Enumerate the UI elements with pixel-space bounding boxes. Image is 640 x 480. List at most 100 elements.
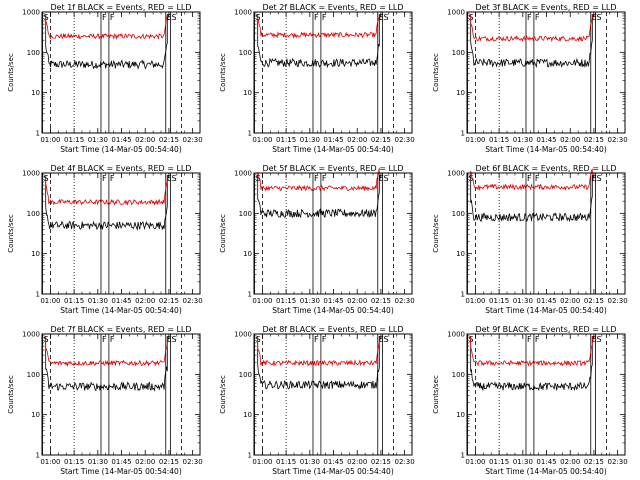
- marker-label: S: [172, 174, 177, 183]
- marker-label: F: [527, 174, 532, 183]
- lld-series-line: [45, 336, 168, 367]
- marker-label: F: [322, 335, 327, 344]
- x-tick-label: 01:30: [300, 297, 320, 305]
- x-tick-label: 02:15: [159, 297, 179, 305]
- events-series-line: [45, 336, 168, 392]
- detector-panel-6: Det 6f BLACK = Events, RED = LLD Counts/s…: [432, 164, 628, 315]
- marker-label: F: [527, 13, 532, 22]
- plot-frame: [41, 172, 201, 295]
- y-axis-label: Counts/sec: [219, 214, 227, 253]
- y-tick-label: 1000: [447, 170, 465, 178]
- marker-label: S: [172, 335, 177, 344]
- y-tick-label: 1000: [447, 331, 465, 339]
- y-tick-label: 100: [239, 49, 252, 57]
- y-tick-label: 10: [243, 89, 252, 97]
- x-tick-label: 02:30: [183, 136, 203, 144]
- x-tick-label: 01:30: [300, 458, 320, 466]
- detector-panel-9: Det 9f BLACK = Events, RED = LLD Counts/s…: [432, 325, 628, 476]
- x-tick-label: 01:00: [40, 297, 60, 305]
- x-tick-label: 01:45: [111, 136, 131, 144]
- y-axis-label: Counts/sec: [432, 214, 440, 253]
- y-axis-label: Counts/sec: [7, 53, 15, 92]
- detector-panel-5: Det 5f BLACK = Events, RED = LLD Counts/s…: [219, 164, 415, 315]
- x-tick-label: 02:30: [395, 136, 415, 144]
- y-tick-label: 1000: [22, 9, 40, 17]
- x-axis-label: Start Time (14-Mar-05 00:54:40): [60, 467, 182, 476]
- marker-label: F: [314, 13, 319, 22]
- panel-title: Det 3f BLACK = Events, RED = LLD: [475, 3, 616, 12]
- x-tick-label: 02:30: [183, 297, 203, 305]
- x-tick-label: 01:45: [536, 458, 556, 466]
- x-tick-label: 02:30: [395, 297, 415, 305]
- y-tick-label: 1: [248, 130, 252, 138]
- marker-label: F: [110, 13, 115, 22]
- marker-label: S: [384, 335, 389, 344]
- detector-panel-8: Det 8f BLACK = Events, RED = LLD Counts/s…: [219, 325, 415, 476]
- lld-series-line: [257, 14, 380, 39]
- x-tick-label: 01:45: [323, 297, 343, 305]
- panel-title: Det 2f BLACK = Events, RED = LLD: [262, 3, 403, 12]
- x-tick-label: 02:00: [135, 297, 155, 305]
- x-tick-label: 01:00: [252, 136, 272, 144]
- lld-series-line: [257, 336, 380, 367]
- x-tick-label: 01:30: [88, 458, 108, 466]
- y-tick-label: 10: [31, 411, 40, 419]
- x-tick-label: 02:00: [560, 297, 580, 305]
- marker-label: S: [172, 13, 177, 22]
- detector-panel-3: Det 3f BLACK = Events, RED = LLD Counts/s…: [432, 3, 628, 154]
- y-axis-label: Counts/sec: [219, 53, 227, 92]
- panel-title: Det 5f BLACK = Events, RED = LLD: [262, 164, 403, 173]
- x-tick-label: 01:45: [536, 297, 556, 305]
- marker-label: F: [527, 335, 532, 344]
- x-tick-label: 02:00: [347, 297, 367, 305]
- x-tick-label: 01:15: [489, 136, 509, 144]
- x-tick-label: 02:15: [371, 136, 391, 144]
- marker-label: E: [379, 13, 384, 22]
- x-tick-label: 01:00: [252, 458, 272, 466]
- x-tick-label: 02:15: [584, 136, 604, 144]
- x-tick-label: 01:30: [513, 136, 533, 144]
- x-tick-label: 01:15: [276, 458, 296, 466]
- x-tick-label: 02:30: [608, 136, 628, 144]
- marker-label: S: [597, 13, 602, 22]
- plot-frame: [466, 11, 626, 134]
- x-tick-label: 01:00: [465, 297, 485, 305]
- y-tick-label: 10: [243, 411, 252, 419]
- x-tick-label: 01:45: [536, 136, 556, 144]
- events-series-line: [257, 14, 380, 69]
- y-tick-label: 1000: [447, 9, 465, 17]
- marker-label: E: [592, 174, 597, 183]
- y-tick-label: 1000: [234, 170, 252, 178]
- detector-panel-7: Det 7f BLACK = Events, RED = LLD Counts/s…: [7, 325, 203, 476]
- x-tick-label: 01:00: [40, 458, 60, 466]
- marker-label: E: [592, 13, 597, 22]
- x-tick-label: 01:15: [276, 136, 296, 144]
- plot-frame: [41, 11, 201, 134]
- events-series-line: [257, 175, 380, 219]
- marker-label: F: [535, 13, 540, 22]
- y-tick-label: 100: [239, 210, 252, 218]
- x-tick-label: 01:15: [64, 458, 84, 466]
- y-tick-label: 10: [31, 89, 40, 97]
- events-series-line: [45, 175, 168, 232]
- x-tick-label: 02:15: [584, 458, 604, 466]
- plot-frame: [253, 333, 413, 456]
- y-tick-label: 100: [452, 371, 465, 379]
- x-tick-label: 02:00: [560, 136, 580, 144]
- x-tick-label: 01:30: [300, 136, 320, 144]
- x-tick-label: 01:45: [323, 458, 343, 466]
- panel-title: Det 7f BLACK = Events, RED = LLD: [50, 325, 191, 334]
- x-tick-label: 01:15: [64, 136, 84, 144]
- y-tick-label: 1000: [22, 331, 40, 339]
- lld-series-line: [257, 168, 380, 193]
- events-series-line: [470, 14, 593, 69]
- x-tick-label: 02:00: [347, 458, 367, 466]
- events-series-line: [45, 14, 168, 70]
- x-tick-label: 01:00: [465, 458, 485, 466]
- x-tick-label: 01:15: [276, 297, 296, 305]
- y-tick-label: 100: [27, 49, 40, 57]
- x-axis-label: Start Time (14-Mar-05 00:54:40): [60, 306, 182, 315]
- marker-label: F: [314, 335, 319, 344]
- detector-panel-2: Det 2f BLACK = Events, RED = LLD Counts/s…: [219, 3, 415, 154]
- detector-panel-4: Det 4f BLACK = Events, RED = LLD Counts/s…: [7, 164, 203, 315]
